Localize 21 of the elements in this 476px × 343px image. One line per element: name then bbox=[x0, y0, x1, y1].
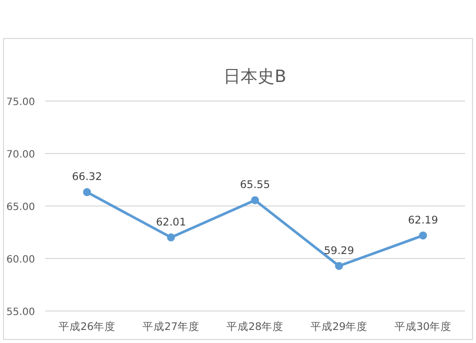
y-tick-label: 75.00 bbox=[6, 97, 35, 108]
data-label: 66.32 bbox=[72, 171, 102, 184]
x-tick-label: 平成30年度 bbox=[394, 320, 452, 333]
data-label: 65.55 bbox=[240, 179, 270, 192]
data-label: 62.19 bbox=[408, 214, 438, 227]
y-tick-label: 70.00 bbox=[6, 150, 35, 160]
chart-title: 日本史B bbox=[224, 67, 286, 87]
y-tick-label: 60.00 bbox=[6, 254, 35, 266]
x-tick-label: 平成27年度 bbox=[142, 320, 200, 333]
data-label: 59.29 bbox=[324, 244, 354, 257]
x-tick-label: 平成29年度 bbox=[310, 320, 368, 333]
y-tick-label: 55.00 bbox=[6, 307, 35, 318]
point bbox=[419, 232, 427, 240]
point bbox=[251, 196, 259, 204]
data-label: 62.01 bbox=[156, 216, 186, 228]
point bbox=[335, 262, 343, 270]
y-tick-label: 65.00 bbox=[6, 202, 35, 213]
point bbox=[83, 188, 91, 196]
x-tick-label: 平成26年度 bbox=[58, 320, 116, 333]
x-tick-label: 平成28年度 bbox=[226, 320, 284, 333]
point bbox=[167, 233, 175, 242]
